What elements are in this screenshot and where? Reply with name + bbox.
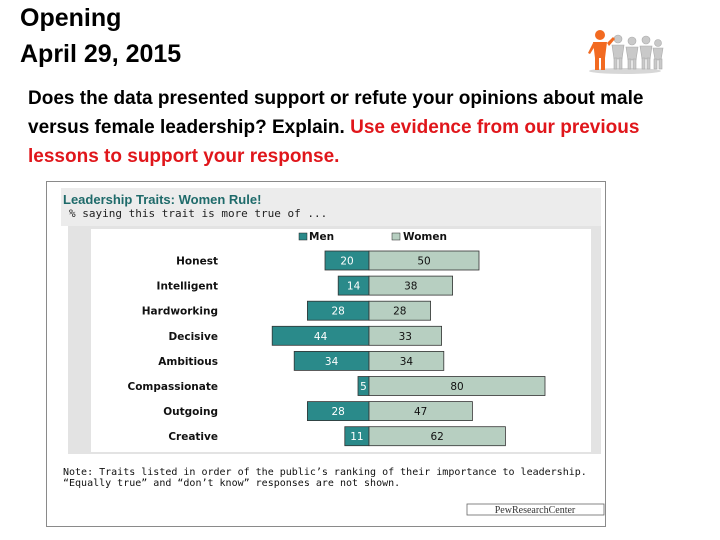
value-label-women: 33 [399, 331, 412, 343]
bar-women [368, 300, 431, 321]
bars-group: Honest 20 50 Intelligent 14 38 Hardworking 28 28… [128, 250, 546, 447]
value-label-women: 38 [404, 281, 417, 293]
value-label-women: 34 [400, 356, 414, 368]
value-label-men: 11 [350, 431, 363, 443]
source-credit-border [466, 503, 605, 516]
slide-title: Opening April 29, 2015 [20, 0, 181, 72]
chart-note-line-1: Note: Traits listed in order of the publ… [63, 467, 587, 478]
legend-swatch-men [298, 232, 308, 241]
people-group-icon [588, 30, 664, 74]
value-label-men: 44 [314, 331, 328, 343]
bar-women [368, 426, 506, 447]
bar-women [368, 325, 442, 346]
value-label-women: 62 [431, 431, 444, 443]
category-label: Creative [168, 431, 218, 443]
prompt-question: Does the data presented support or refut… [28, 88, 644, 138]
category-label: Ambitious [158, 356, 218, 368]
category-label: Outgoing [163, 406, 218, 418]
discussion-prompt: Does the data presented support or refut… [28, 84, 708, 171]
value-label-women: 80 [450, 381, 463, 393]
chart-header-band [61, 188, 601, 226]
bar-women [368, 401, 473, 422]
chart-subtitle: % saying this trait is more true of ... [69, 207, 327, 220]
slide-title-date: April 29, 2015 [20, 40, 182, 68]
bar-women [368, 275, 453, 296]
leadership-traits-chart: Leadership Traits: Women Rule! % saying … [61, 188, 605, 516]
source-credit-text: PewResearchCenter [495, 505, 576, 516]
bar-women [368, 376, 546, 396]
slide-title-heading: Opening [20, 4, 122, 32]
chart-frame: Leadership Traits: Women Rule! % saying … [46, 181, 606, 527]
value-label-men: 34 [325, 356, 339, 368]
chart-note-line-2: “Equally true” and “don’t know” response… [63, 478, 400, 489]
value-label-men: 5 [360, 381, 367, 393]
category-label: Intelligent [157, 281, 218, 293]
value-label-men: 14 [347, 281, 361, 293]
chart-title: Leadership Traits: Women Rule! [63, 192, 261, 207]
value-label-men: 20 [340, 256, 353, 268]
chart-note: Note: Traits listed in order of the publ… [63, 467, 593, 489]
bar-women [368, 350, 445, 371]
legend-label-men: Men [309, 231, 334, 243]
value-label-men: 28 [332, 406, 345, 418]
category-label: Compassionate [128, 381, 218, 393]
value-label-men: 28 [332, 306, 345, 318]
value-label-women: 50 [417, 256, 430, 268]
source-credit: PewResearchCenter [466, 503, 605, 516]
category-label: Honest [176, 256, 218, 268]
value-label-women: 28 [393, 306, 406, 318]
bar-women [368, 250, 480, 271]
value-label-women: 47 [414, 406, 427, 418]
category-label: Decisive [169, 331, 218, 343]
category-label: Hardworking [142, 306, 218, 318]
prompt-instruction: Use evidence from our previous lessons t… [28, 117, 640, 167]
legend-swatch-women [391, 232, 401, 241]
legend-label-women: Women [403, 231, 447, 243]
